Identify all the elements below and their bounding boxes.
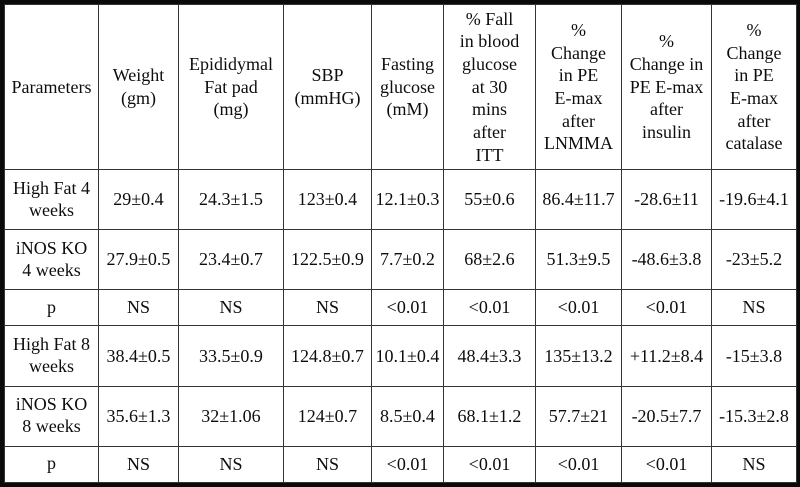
data-cell: 86.4±11.7 (535, 168, 622, 231)
data-cell: <0.01 (535, 445, 622, 484)
row-label: p (4, 289, 99, 327)
data-cell: NS (711, 289, 797, 327)
data-cell: 51.3±9.5 (535, 229, 622, 291)
data-cell: NS (178, 445, 284, 484)
header-cell-fall-glucose-itt: % Fall in blood glucose at 30 mins after… (443, 4, 536, 170)
data-cell: 29±0.4 (98, 168, 179, 231)
data-cell: 68.1±1.2 (443, 385, 536, 447)
row-label: iNOS KO 8 weeks (4, 385, 99, 447)
data-cell: NS (711, 445, 797, 484)
row-high-fat-8-weeks: High Fat 8 weeks 38.4±0.5 33.5±0.9 124.8… (4, 325, 797, 387)
data-cell: -48.6±3.8 (621, 229, 712, 291)
data-cell: <0.01 (621, 289, 712, 327)
data-cell: 38.4±0.5 (98, 325, 179, 387)
data-cell: 123±0.4 (283, 168, 372, 231)
data-cell: 23.4±0.7 (178, 229, 284, 291)
header-cell-emax-catalase: % Change in PE E-max after catalase (711, 4, 797, 170)
data-cell: <0.01 (443, 289, 536, 327)
row-label: iNOS KO 4 weeks (4, 229, 99, 291)
data-cell: 24.3±1.5 (178, 168, 284, 231)
data-cell: -19.6±4.1 (711, 168, 797, 231)
row-high-fat-4-weeks: High Fat 4 weeks 29±0.4 24.3±1.5 123±0.4… (4, 168, 797, 231)
data-cell: 10.1±0.4 (371, 325, 444, 387)
row-inos-ko-8-weeks: iNOS KO 8 weeks 35.6±1.3 32±1.06 124±0.7… (4, 385, 797, 447)
row-label: High Fat 4 weeks (4, 168, 99, 231)
header-cell-weight: Weight (gm) (98, 4, 179, 170)
data-cell: -20.5±7.7 (621, 385, 712, 447)
data-cell: 32±1.06 (178, 385, 284, 447)
data-cell: -28.6±11 (621, 168, 712, 231)
header-cell-emax-insulin: % Change in PE E-max after insulin (621, 4, 712, 170)
row-label: p (4, 445, 99, 484)
data-cell: 135±13.2 (535, 325, 622, 387)
data-cell: <0.01 (371, 445, 444, 484)
header-cell-fasting-glucose: Fasting glucose (mM) (371, 4, 444, 170)
data-cell: 48.4±3.3 (443, 325, 536, 387)
data-cell: 122.5±0.9 (283, 229, 372, 291)
header-cell-emax-lnmma: % Change in PE E-max after LNMMA (535, 4, 622, 170)
row-p-value-4-weeks: p NS NS NS <0.01 <0.01 <0.01 <0.01 NS (4, 289, 797, 327)
data-cell: <0.01 (371, 289, 444, 327)
data-cell: NS (283, 445, 372, 484)
data-cell: -15.3±2.8 (711, 385, 797, 447)
data-cell: 35.6±1.3 (98, 385, 179, 447)
row-inos-ko-4-weeks: iNOS KO 4 weeks 27.9±0.5 23.4±0.7 122.5±… (4, 229, 797, 291)
data-cell: NS (98, 445, 179, 484)
data-cell: 8.5±0.4 (371, 385, 444, 447)
data-cell: 7.7±0.2 (371, 229, 444, 291)
header-cell-epididymal-fat: Epididymal Fat pad (mg) (178, 4, 284, 170)
data-cell: 12.1±0.3 (371, 168, 444, 231)
row-label: High Fat 8 weeks (4, 325, 99, 387)
data-cell: 27.9±0.5 (98, 229, 179, 291)
data-cell: 33.5±0.9 (178, 325, 284, 387)
data-cell: 68±2.6 (443, 229, 536, 291)
data-cell: NS (178, 289, 284, 327)
header-cell-sbp: SBP (mmHG) (283, 4, 372, 170)
data-cell: +11.2±8.4 (621, 325, 712, 387)
data-cell: NS (283, 289, 372, 327)
data-cell: 57.7±21 (535, 385, 622, 447)
header-row: Parameters Weight (gm) Epididymal Fat pa… (4, 4, 797, 170)
data-cell: 55±0.6 (443, 168, 536, 231)
data-cell: 124.8±0.7 (283, 325, 372, 387)
data-cell: <0.01 (621, 445, 712, 484)
data-cell: <0.01 (535, 289, 622, 327)
parameters-table: Parameters Weight (gm) Epididymal Fat pa… (4, 4, 797, 484)
data-cell: NS (98, 289, 179, 327)
header-cell-parameters: Parameters (4, 4, 99, 170)
data-cell: -23±5.2 (711, 229, 797, 291)
data-cell: <0.01 (443, 445, 536, 484)
data-cell: 124±0.7 (283, 385, 372, 447)
data-cell: -15±3.8 (711, 325, 797, 387)
row-p-value-8-weeks: p NS NS NS <0.01 <0.01 <0.01 <0.01 NS (4, 445, 797, 484)
